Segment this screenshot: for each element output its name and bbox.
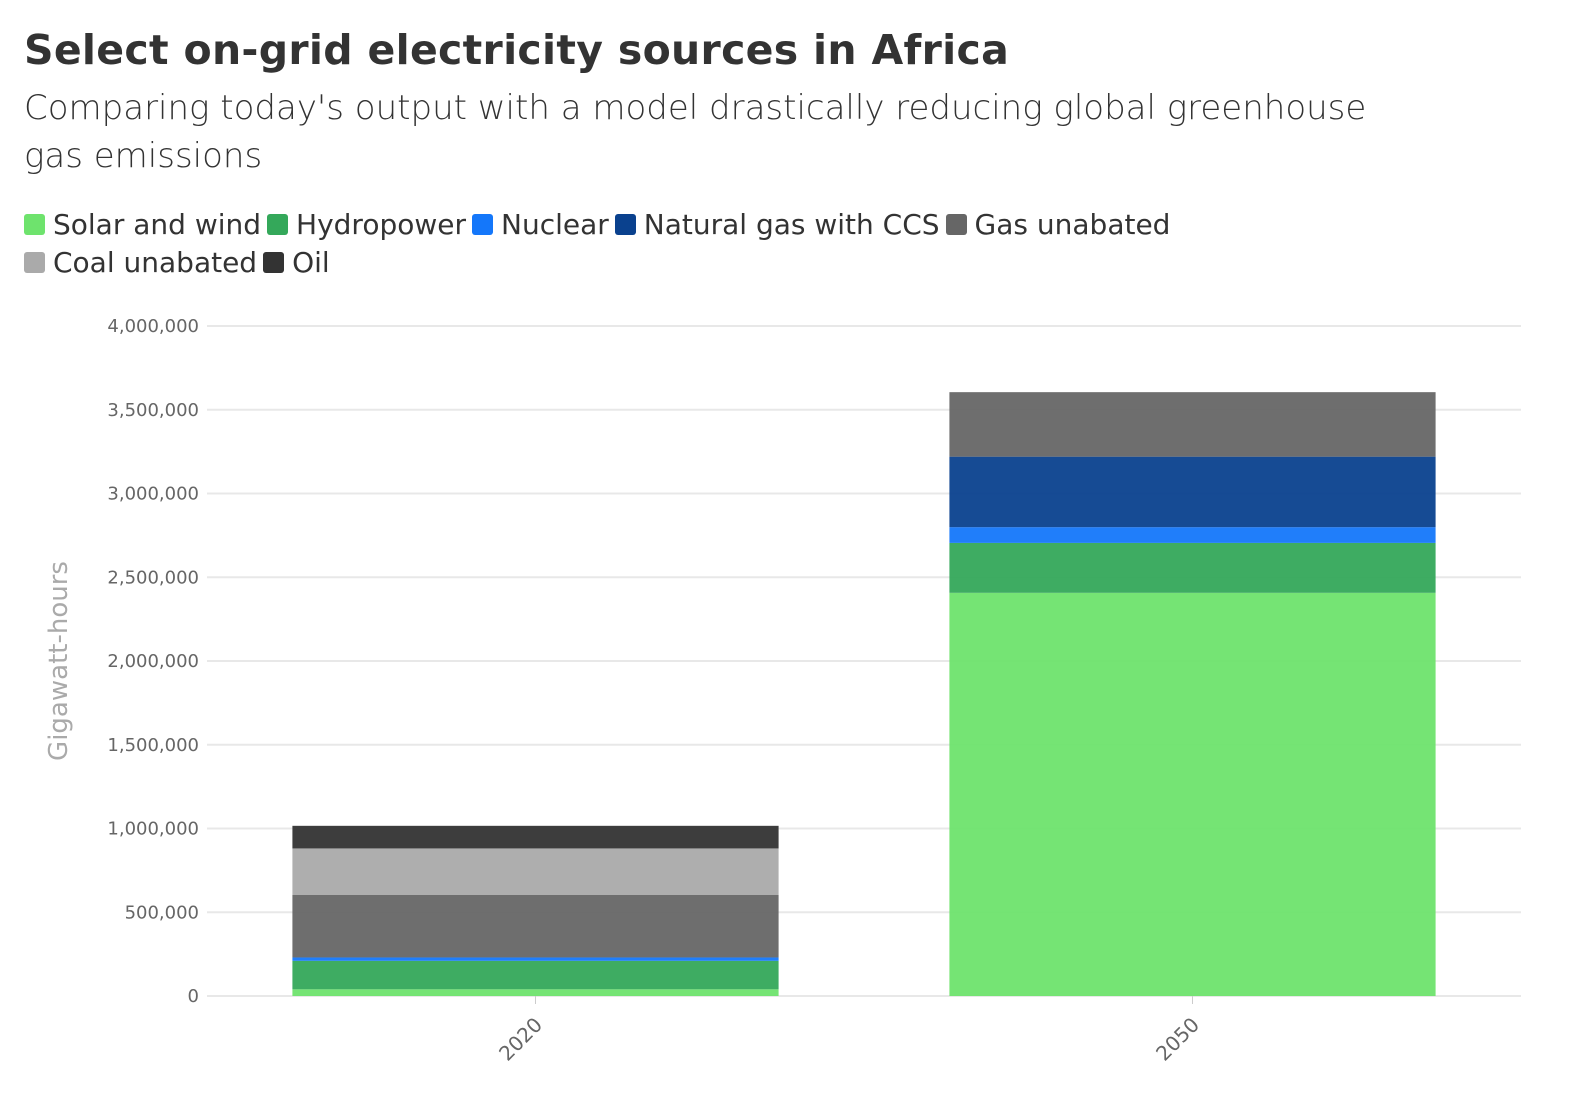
bar-segment [292,848,779,895]
legend-item[interactable]: Solar and wind [24,207,262,241]
legend-item[interactable]: Gas unabated [945,207,1171,241]
bar-segment [292,960,779,990]
x-tick-label: 2020 [494,1013,547,1066]
y-tick-label: 500,000 [125,902,199,923]
y-tick-label: 0 [188,986,199,1007]
legend-label: Coal unabated [53,245,258,279]
y-tick-label: 3,000,000 [107,484,199,505]
y-tick-label: 4,000,000 [107,316,199,337]
bar-segment [949,392,1436,457]
legend-swatch [945,213,967,235]
y-tick-label: 1,500,000 [107,735,199,756]
y-tick-label: 3,500,000 [107,400,199,421]
legend-item[interactable]: Coal unabated [24,245,258,279]
bar-segment [949,456,1436,528]
bar-segment [949,592,1436,996]
chart-subtitle: Comparing today's output with a model dr… [24,88,1367,176]
legend-label: Solar and wind [53,207,262,241]
chart-title: Select on-grid electricity sources in Af… [24,26,1010,74]
legend: Solar and wind Hydropower Nuclear Natural g… [24,207,1344,279]
legend-swatch [267,213,289,235]
bar-segment [292,957,779,961]
legend-label: Natural gas with CCS [643,207,940,241]
y-axis-label: Gigawatt-hours [44,561,74,761]
bar-segment [292,894,779,958]
legend-label: Gas unabated [974,207,1171,241]
legend-item[interactable]: Oil [263,245,330,279]
y-tick-label: 2,000,000 [107,651,199,672]
y-tick-label: 2,500,000 [107,567,199,588]
legend-swatch [614,213,636,235]
legend-item[interactable]: Natural gas with CCS [614,207,940,241]
legend-item[interactable]: Nuclear [472,207,609,241]
y-tick-label: 1,000,000 [107,819,199,840]
bar-segment [292,989,779,996]
legend-item[interactable]: Hydropower [267,207,466,241]
legend-swatch [24,213,45,235]
bar-segment [949,542,1436,593]
bar-segment [292,825,779,849]
legend-label: Oil [292,245,330,279]
legend-label: Nuclear [501,207,609,241]
legend-swatch [24,251,45,273]
x-tick-label: 2050 [1151,1013,1204,1066]
legend-swatch [263,251,285,273]
bar-segment [949,527,1436,543]
legend-label: Hydropower [296,207,466,241]
legend-swatch [472,213,493,235]
